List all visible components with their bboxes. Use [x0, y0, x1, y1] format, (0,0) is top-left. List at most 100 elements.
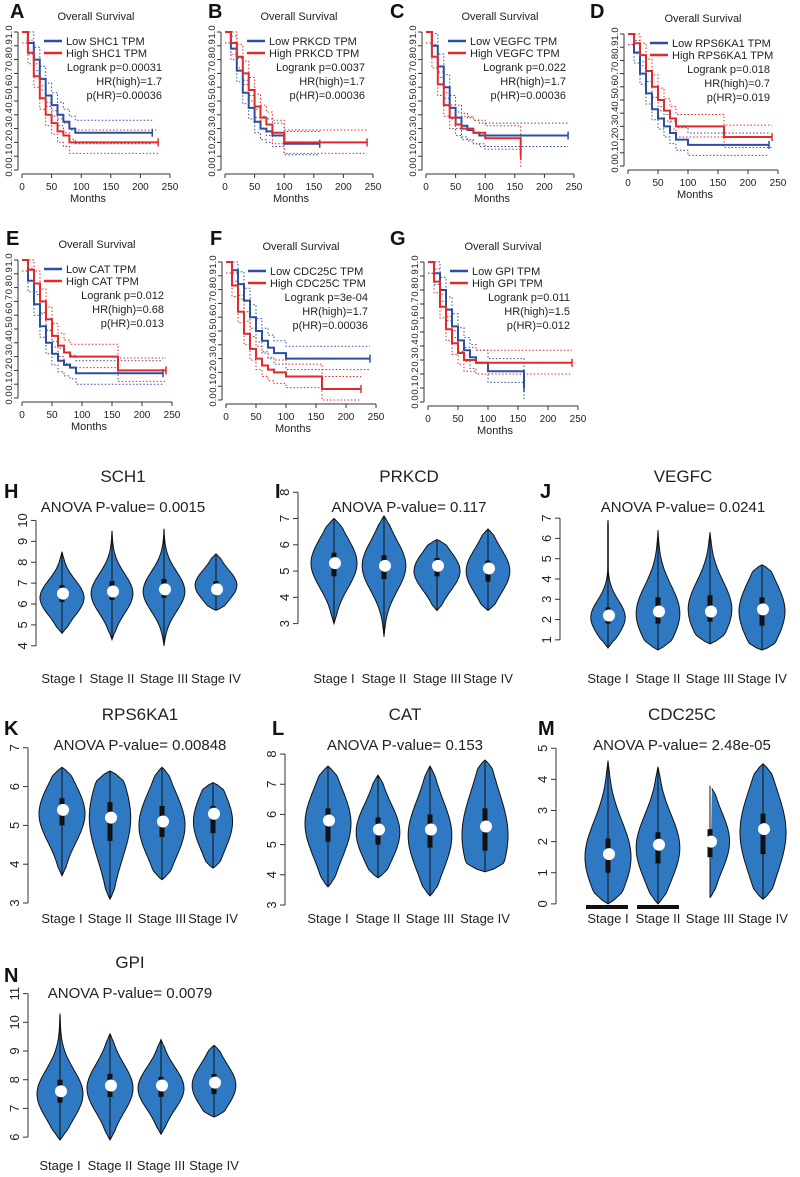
x-tick-label: 250	[570, 414, 587, 425]
violin-panel-j: J VEGFC 1 2 3 4 5 6 7 Stage I Stage II Stage III Sta…	[539, 467, 787, 686]
high-ci-lower	[628, 44, 772, 148]
y-tick-label: 0.4	[207, 108, 218, 121]
x-category-label: Stage IV	[460, 911, 510, 926]
km-panel-d: D Overall Survival0.00.10.20.30.40.50.60.…	[590, 1, 787, 201]
x-tick-label: 200	[134, 410, 151, 421]
y-tick-label: 0.3	[410, 353, 421, 366]
km-panel-b: B Overall Survival0.00.10.20.30.40.50.60.…	[207, 1, 382, 205]
x-category-label: Stage III	[413, 671, 461, 686]
x-tick-label: 0	[19, 182, 25, 193]
y-tick-label: 6	[7, 783, 22, 790]
violin-median-dot	[373, 823, 385, 836]
km-title: Overall Survival	[461, 11, 538, 23]
y-tick-label: 10	[15, 513, 30, 527]
legend-low-label: Low VEGFC TPM	[470, 36, 557, 48]
x-tick-label: 0	[425, 414, 431, 425]
violin-median-dot	[425, 823, 437, 836]
x-axis-title: Months	[474, 193, 511, 205]
violin-panel-n: N GPI 6 7 8 9 10 11 Stage I Stage II Stage III Stag…	[4, 953, 239, 1173]
y-tick-label: 0.5	[208, 324, 219, 337]
x-category-label: Stage III	[140, 671, 188, 686]
cdc25c-stage1-baseline-bar	[586, 905, 628, 909]
violin-title: SCH1	[100, 467, 145, 486]
violin-median-dot	[705, 835, 717, 848]
high-survival-line	[426, 31, 522, 157]
y-tick-label: 0.7	[207, 67, 218, 80]
high-ci-lower	[428, 272, 572, 375]
violin-median-dot	[480, 820, 492, 833]
high-ci-upper	[428, 261, 572, 351]
legend-low-label: Low CAT TPM	[66, 264, 136, 276]
y-tick-label: 0.8	[4, 53, 15, 66]
y-tick-label: 0.8	[610, 54, 621, 67]
y-tick-label: 9	[15, 538, 30, 545]
x-category-label: Stage III	[406, 911, 454, 926]
y-tick-label: 1.0	[4, 253, 15, 266]
x-tick-label: 50	[46, 182, 58, 193]
x-tick-label: 50	[450, 182, 462, 193]
x-tick-label: 150	[506, 182, 523, 193]
y-tick-label: 0.1	[408, 150, 419, 163]
stat-text: p(HR)=0.013	[101, 318, 164, 330]
y-tick-label: 0.1	[208, 380, 219, 393]
x-category-label: Stage II	[88, 1158, 133, 1173]
x-tick-label: 0	[223, 412, 229, 423]
km-title: Overall Survival	[464, 241, 541, 253]
panel-label: F	[210, 228, 222, 250]
y-tick-label: 0.8	[208, 283, 219, 296]
y-tick-label: 1.0	[410, 255, 421, 268]
x-tick-label: 100	[73, 182, 90, 193]
stat-text: HR(high)=1.7	[299, 76, 365, 88]
stat-text: Logrank p=0.00031	[67, 62, 162, 74]
y-tick-label: 0.0	[208, 393, 219, 406]
y-tick-label: 3	[535, 807, 550, 814]
stat-text: p(HR)=0.00036	[490, 90, 566, 102]
y-tick-label: 0.1	[410, 381, 421, 394]
high-survival-line	[226, 261, 361, 390]
x-tick-label: 0	[222, 182, 228, 193]
y-tick-label: 8	[277, 489, 292, 496]
x-tick-label: 100	[278, 412, 295, 423]
x-tick-label: 100	[680, 178, 697, 189]
y-tick-label: 6	[15, 600, 30, 607]
y-tick-label: 0.3	[408, 122, 419, 135]
y-tick-label: 0.6	[410, 311, 421, 324]
violin-median-dot	[107, 585, 119, 598]
y-tick-label: 7	[15, 580, 30, 587]
high-survival-line	[225, 31, 368, 144]
violin-median-dot	[157, 815, 169, 828]
y-tick-label: 0.2	[207, 136, 218, 149]
y-tick-label: 7	[7, 1105, 22, 1112]
x-category-label: Stage II	[90, 671, 135, 686]
x-tick-label: 0	[19, 410, 25, 421]
y-tick-label: 0.4	[4, 108, 15, 121]
violin-body	[709, 788, 730, 898]
y-tick-label: 8	[7, 1076, 22, 1083]
violin-median-dot	[55, 1085, 67, 1098]
anova-text: ANOVA P-value= 0.0241	[601, 499, 765, 516]
km-title: Overall Survival	[664, 13, 741, 25]
y-tick-label: 0.7	[208, 297, 219, 310]
km-title: Overall Survival	[262, 241, 339, 253]
low-survival-line	[226, 261, 370, 360]
x-category-label: Stage IV	[188, 911, 238, 926]
x-category-label: Stage I	[587, 671, 628, 686]
y-tick-label: 0.5	[4, 322, 15, 335]
y-tick-label: 7	[7, 744, 22, 751]
km-panel-a: A Overall Survival0.00.10.20.30.40.50.60.…	[4, 1, 179, 205]
x-tick-label: 150	[308, 412, 325, 423]
y-tick-label: 0.8	[408, 53, 419, 66]
y-tick-label: 0.0	[408, 163, 419, 176]
x-category-label: Stage III	[137, 1158, 185, 1173]
violin-panel-m: M CDC25C 0 1 2 3 4 5 Stage I Stage II Stage III Sta…	[535, 705, 788, 926]
x-axis-title: Months	[477, 425, 514, 437]
anova-text: ANOVA P-value= 0.00848	[54, 737, 227, 754]
x-category-label: Stage I	[587, 911, 628, 926]
x-category-label: Stage III	[138, 911, 186, 926]
y-tick-label: 2	[539, 616, 554, 623]
panel-label: D	[590, 1, 604, 23]
y-tick-label: 5	[7, 822, 22, 829]
stat-text: HR(high)=0.68	[92, 304, 164, 316]
violin-panel-h: H SCH1 4 5 6 7 8 9 10 Stage I Stage II Stage III Sta…	[4, 467, 241, 686]
